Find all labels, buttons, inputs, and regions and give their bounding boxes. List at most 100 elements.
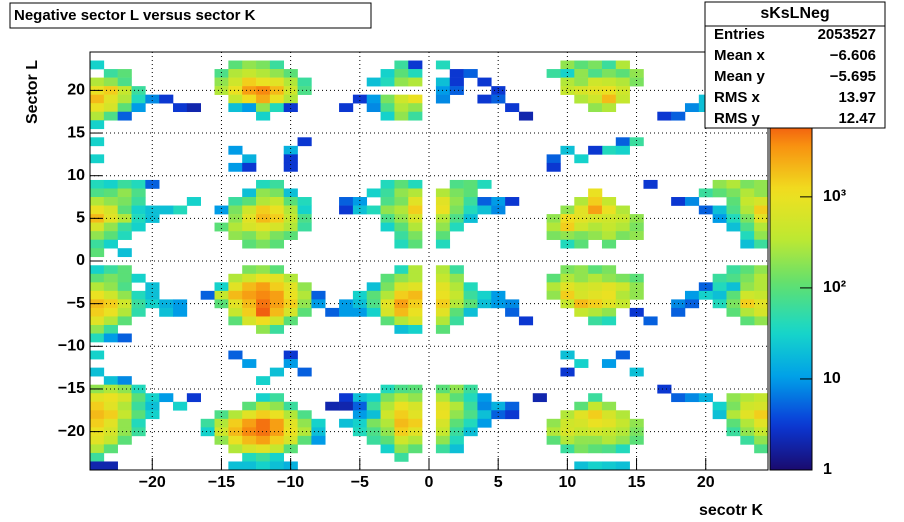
cell [242, 154, 257, 164]
cell [283, 197, 298, 206]
cell [629, 214, 644, 223]
cell [256, 376, 271, 385]
cell [740, 273, 755, 283]
cell [380, 427, 395, 437]
cell [159, 205, 174, 215]
cell [269, 393, 285, 403]
cell [712, 410, 727, 420]
cell [380, 222, 395, 232]
cell [601, 418, 617, 428]
stats-title: sKsLNeg [760, 5, 829, 22]
cell [228, 290, 243, 300]
x-tick-label: −5 [351, 474, 369, 491]
cell [256, 179, 271, 189]
cell [228, 214, 243, 223]
cell [740, 214, 755, 223]
cell [366, 77, 381, 87]
cell [505, 401, 520, 411]
cell [103, 401, 118, 411]
x-tick-label: −10 [277, 474, 304, 491]
cell [449, 282, 464, 292]
cell [588, 290, 603, 300]
cell [90, 401, 105, 411]
cell [297, 418, 312, 428]
cell [228, 435, 243, 445]
cell [228, 444, 243, 454]
cell [242, 77, 257, 87]
cell [380, 273, 395, 283]
cell [601, 316, 617, 326]
cell [256, 461, 271, 471]
cell [242, 316, 257, 326]
cell [159, 94, 174, 104]
cell [740, 197, 755, 206]
cell [228, 461, 243, 471]
cell [615, 137, 630, 147]
cell [394, 393, 409, 403]
cell [103, 290, 118, 300]
cell [574, 273, 589, 283]
cell [228, 418, 243, 428]
cell [269, 461, 285, 471]
cell [754, 197, 769, 206]
cell [408, 307, 423, 317]
chart-title: Negative sector L versus sector K [14, 7, 256, 24]
cell [408, 290, 423, 300]
cell [269, 103, 285, 113]
cell [505, 103, 520, 113]
cell [588, 60, 603, 70]
stats-value: 13.97 [838, 89, 876, 106]
cell [477, 410, 492, 420]
cell [145, 401, 160, 411]
cell [394, 179, 409, 189]
cell [103, 316, 118, 326]
cell [435, 401, 451, 411]
cell [214, 77, 229, 87]
cell [90, 205, 105, 215]
cell [588, 77, 603, 87]
cell [712, 179, 727, 189]
cell [269, 222, 285, 232]
cell [269, 418, 285, 428]
cell [726, 205, 741, 215]
cell [256, 86, 271, 95]
cell [256, 214, 271, 223]
stats-value: −5.695 [830, 68, 876, 85]
cell [574, 197, 589, 206]
cell [103, 307, 118, 317]
cell [352, 197, 368, 206]
cell [435, 239, 451, 249]
cell [574, 290, 589, 300]
cell [339, 393, 354, 403]
cell [90, 188, 105, 198]
cell [90, 307, 105, 317]
cell [283, 94, 298, 104]
cell [90, 393, 105, 403]
cell [297, 86, 312, 95]
cell [256, 316, 271, 326]
cell [269, 401, 285, 411]
cell [588, 282, 603, 292]
cell [601, 77, 617, 87]
y-tick-label: 10 [67, 167, 85, 184]
cell [408, 111, 423, 121]
cell [228, 316, 243, 326]
cell [463, 418, 478, 428]
cell [435, 94, 451, 104]
cell [740, 205, 755, 215]
cell [449, 86, 464, 95]
cell [574, 86, 589, 95]
cell [242, 214, 257, 223]
cell [546, 427, 561, 437]
cell [380, 418, 395, 428]
cell [283, 350, 298, 360]
cell [588, 214, 603, 223]
cell [546, 214, 561, 223]
cell [311, 418, 326, 428]
cell [117, 197, 132, 206]
cell [131, 94, 146, 104]
cell [505, 307, 520, 317]
cell [588, 94, 603, 104]
cell [754, 299, 769, 309]
cell [242, 273, 257, 283]
